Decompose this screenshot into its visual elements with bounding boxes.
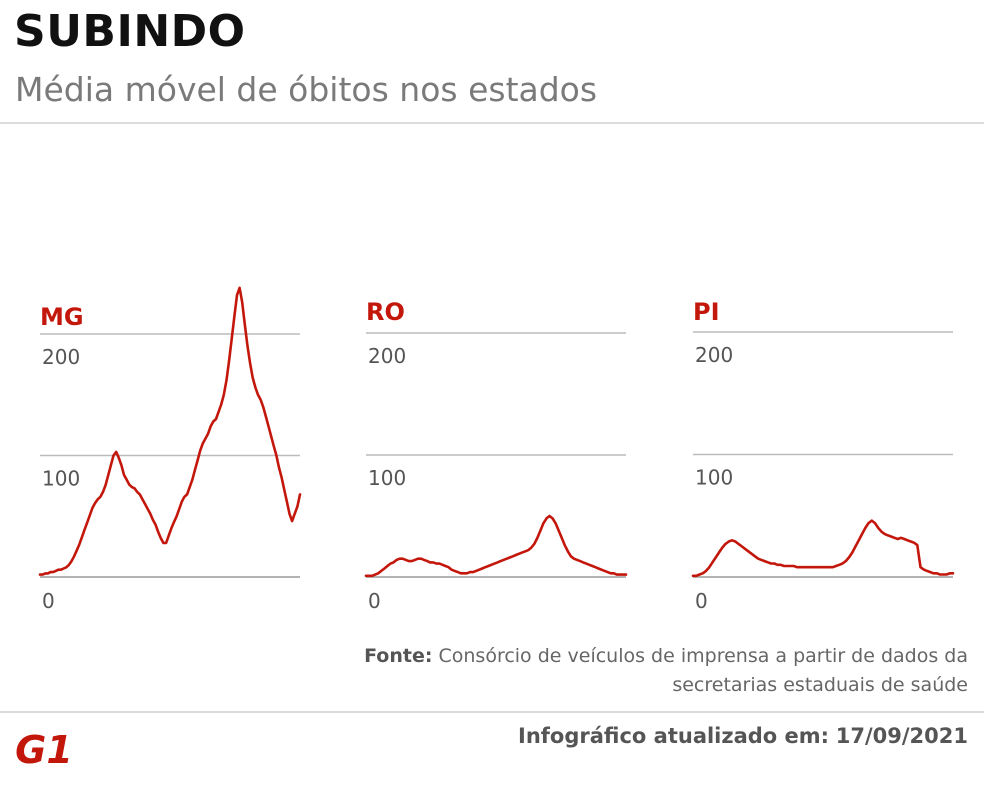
source-label: Fonte: [364,645,433,667]
g1-logo: G1 [13,731,75,769]
y-tick-label: 200 [42,345,80,369]
page-title: SUBINDO [14,6,246,57]
chart-panel-ro: RO 0 100 200 [364,298,628,613]
source-text: Consórcio de veículos de imprensa a part… [438,645,968,696]
state-label: MG [40,303,84,331]
series-line [38,286,302,576]
state-label: RO [366,298,405,326]
source-note: Fonte: Consórcio de veículos de imprensa… [348,642,968,700]
y-tick-label: 100 [368,466,406,490]
updated-date: 17/09/2021 [835,724,968,748]
updated-label: Infográfico atualizado em: [518,724,830,748]
y-tick-label: 100 [42,467,80,491]
y-tick-label: 0 [368,589,381,613]
top-divider [0,122,984,124]
y-tick-label: 0 [695,589,708,613]
state-label: PI [693,298,720,326]
series-line [691,519,955,578]
chart-panel-mg: MG 0 100 200 [38,286,302,613]
series-line [364,514,628,578]
y-tick-label: 200 [368,344,406,368]
y-tick-label: 100 [695,466,733,490]
page-subtitle: Média móvel de óbitos nos estados [15,70,598,109]
small-multiples-chart: MG 0 100 200 RO 0 100 200 PI 0 100 200 [38,286,955,613]
bottom-divider [0,711,984,713]
y-tick-label: 200 [695,343,733,367]
chart-panel-pi: PI 0 100 200 [691,298,955,613]
g1-logo-text: G1 [15,731,73,769]
y-tick-label: 0 [42,589,55,613]
updated-note: Infográfico atualizado em: 17/09/2021 [518,724,968,748]
